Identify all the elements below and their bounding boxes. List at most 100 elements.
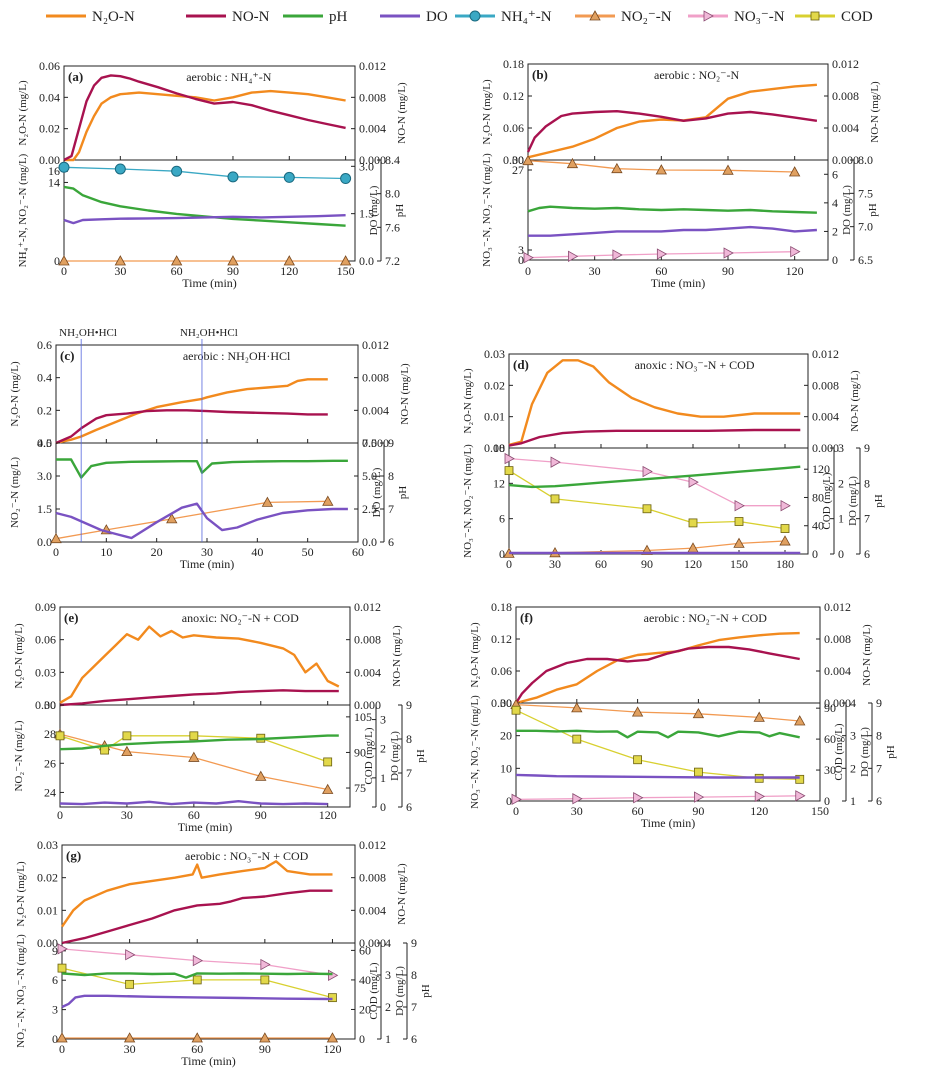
x-axis-label: Time (min)	[182, 276, 237, 290]
bottom-right1-axis-tick-label: 6	[832, 167, 838, 181]
bottom-left-axis-tick-label: 27	[512, 163, 524, 177]
bottom-right1-axis-tick-label: 0.0	[359, 254, 374, 268]
data-point	[322, 495, 334, 506]
annotation-label: NH₂OH•HCl	[59, 327, 117, 339]
data-point	[550, 494, 560, 504]
legend-label: NH₄⁺-N	[501, 9, 552, 25]
data-point	[642, 504, 652, 514]
bottom-right2-axis-tick-label: 2	[838, 476, 844, 490]
bottom-right1-axis-label: DO (mg/L)	[371, 467, 383, 517]
series-line-DO	[59, 800, 328, 806]
data-point	[259, 1032, 271, 1043]
bottom-right2-axis-tick-label: 8.0	[858, 153, 873, 167]
series-line-NO-N	[514, 645, 800, 704]
bottom-right1-axis-label: COD (mg/L)	[833, 723, 845, 780]
series-line-N₂O-N	[64, 89, 346, 162]
bottom-left-axis-label: NO₂⁻-N (mg/L)	[9, 457, 21, 528]
x-axis-label: Time (min)	[641, 816, 696, 830]
data-point	[188, 751, 200, 762]
data-point	[611, 162, 623, 174]
bottom-right3-axis-tick-label: 6	[406, 800, 412, 814]
bottom-right3-axis-tick-label: 9	[864, 441, 870, 455]
data-point	[57, 943, 68, 955]
panel-title: anoxic : NO₃⁻-N + COD	[635, 358, 755, 372]
top-right-axis-label: NO-N (mg/L)	[391, 625, 403, 687]
bottom-right3-axis-tick-label: 8	[411, 968, 417, 982]
top-left-axis-label: N₂O-N (mg/L)	[462, 368, 474, 434]
series-line-DO	[55, 502, 348, 540]
series-line-NO-N	[526, 109, 818, 153]
bottom-left-axis-tick-label: 18	[493, 441, 505, 455]
series-line-pH	[61, 972, 333, 979]
data-point	[166, 513, 178, 524]
legend-item-5: NO₂⁻-N	[575, 9, 672, 25]
panel-title: aerobic : NO₂⁻-N	[654, 68, 739, 82]
bottom-right1-axis-tick-label: 20	[359, 1002, 371, 1016]
bottom-right2-axis-tick-label: 7.2	[385, 254, 400, 268]
bottom-right1-axis-label: DO (mg/L)	[841, 185, 853, 235]
bottom-right3-axis-label: pH	[885, 745, 897, 759]
top-right-axis-tick-label: 0.008	[832, 89, 859, 103]
data-point	[733, 537, 745, 548]
data-point	[56, 1032, 68, 1043]
bottom-right1-axis-tick-label: 7.5	[362, 436, 377, 450]
x-axis-label: Time (min)	[651, 276, 706, 290]
bottom-right2-axis-tick-label: 4	[850, 696, 856, 710]
top-right-axis-label: NO-N (mg/L)	[399, 363, 411, 425]
top-right-axis-tick-label: 0.000	[832, 153, 859, 167]
data-point	[55, 731, 65, 741]
bottom-left-axis-label: NH₄⁺-N, NO₂⁻-N (mg/L)	[17, 153, 29, 267]
top-right-axis-label: NO-N (mg/L)	[396, 863, 408, 925]
bottom-left-axis-tick-label: 0.0	[37, 535, 52, 549]
x-tick-label: 0	[513, 804, 519, 818]
x-tick-label: 90	[641, 557, 653, 571]
top-left-axis-label: N₂O-N (mg/L)	[13, 623, 25, 689]
bottom-right3-axis-tick-label: 9	[411, 936, 417, 950]
series-line-DO	[63, 214, 346, 225]
bottom-right3-axis-tick-label: 7	[411, 1000, 417, 1014]
top-left-axis-tick-label: 0.12	[491, 632, 512, 646]
bottom-left-axis-tick-label: 12	[493, 476, 505, 490]
series-line-NO-N	[61, 889, 333, 945]
data-point	[642, 465, 653, 478]
top-right-axis-tick-label: 0.000	[824, 696, 851, 710]
data-point	[688, 476, 699, 488]
data-point	[58, 255, 70, 266]
bottom-right2-axis-tick-label: 7.5	[858, 186, 873, 200]
top-left-axis-tick-label: 0.00	[491, 696, 512, 710]
bottom-right2-axis-tick-label: 7	[388, 502, 394, 516]
x-tick-label: 60	[188, 808, 200, 822]
data-point	[122, 731, 132, 741]
data-point	[125, 979, 135, 989]
bottom-right1-axis-tick-label: 40	[359, 973, 371, 987]
top-left-axis-tick-label: 0.00	[484, 441, 505, 455]
top-right-axis-tick-label: 0.000	[359, 153, 386, 167]
bottom-left-axis-label: NO₂⁻-N, NO₃⁻-N (mg/L)	[15, 934, 27, 1048]
x-tick-label: 120	[280, 264, 298, 278]
bottom-left-axis-tick-label: 26	[44, 756, 56, 770]
top-right-axis-tick-label: 0.012	[812, 347, 839, 361]
bottom-right2-axis-tick-label: 6.5	[858, 253, 873, 267]
top-left-axis-tick-label: 0.02	[484, 378, 505, 392]
top-left-axis-tick-label: 0.03	[484, 347, 505, 361]
bottom-left-axis-tick-label: 14	[48, 175, 60, 189]
bottom-right2-axis-tick-label: 6	[388, 535, 394, 549]
bottom-right1-axis-label: DO (mg/L)	[368, 185, 380, 235]
legend-label: NO₂⁻-N	[621, 9, 672, 25]
x-tick-label: 10	[100, 545, 112, 559]
bottom-left-axis-tick-label: 0	[499, 547, 505, 561]
bottom-right2-axis-label: pH	[394, 204, 406, 218]
bottom-right2-axis-label: pH	[397, 486, 409, 500]
top-right-axis-tick-label: 0.012	[359, 59, 386, 73]
bottom-right2-axis-tick-label: 2	[850, 761, 856, 775]
x-tick-label: 90	[227, 264, 239, 278]
bottom-right2-axis-tick-label: 9	[388, 436, 394, 450]
bottom-right2-axis-label: pH	[867, 203, 879, 217]
data-point	[734, 517, 744, 526]
panel-label: (b)	[532, 67, 548, 82]
top-right-axis-label: NO-N (mg/L)	[396, 82, 408, 144]
data-point	[57, 963, 67, 973]
data-point	[121, 745, 133, 757]
top-right-axis-tick-label: 0.008	[359, 871, 386, 885]
x-tick-label: 120	[786, 264, 804, 278]
